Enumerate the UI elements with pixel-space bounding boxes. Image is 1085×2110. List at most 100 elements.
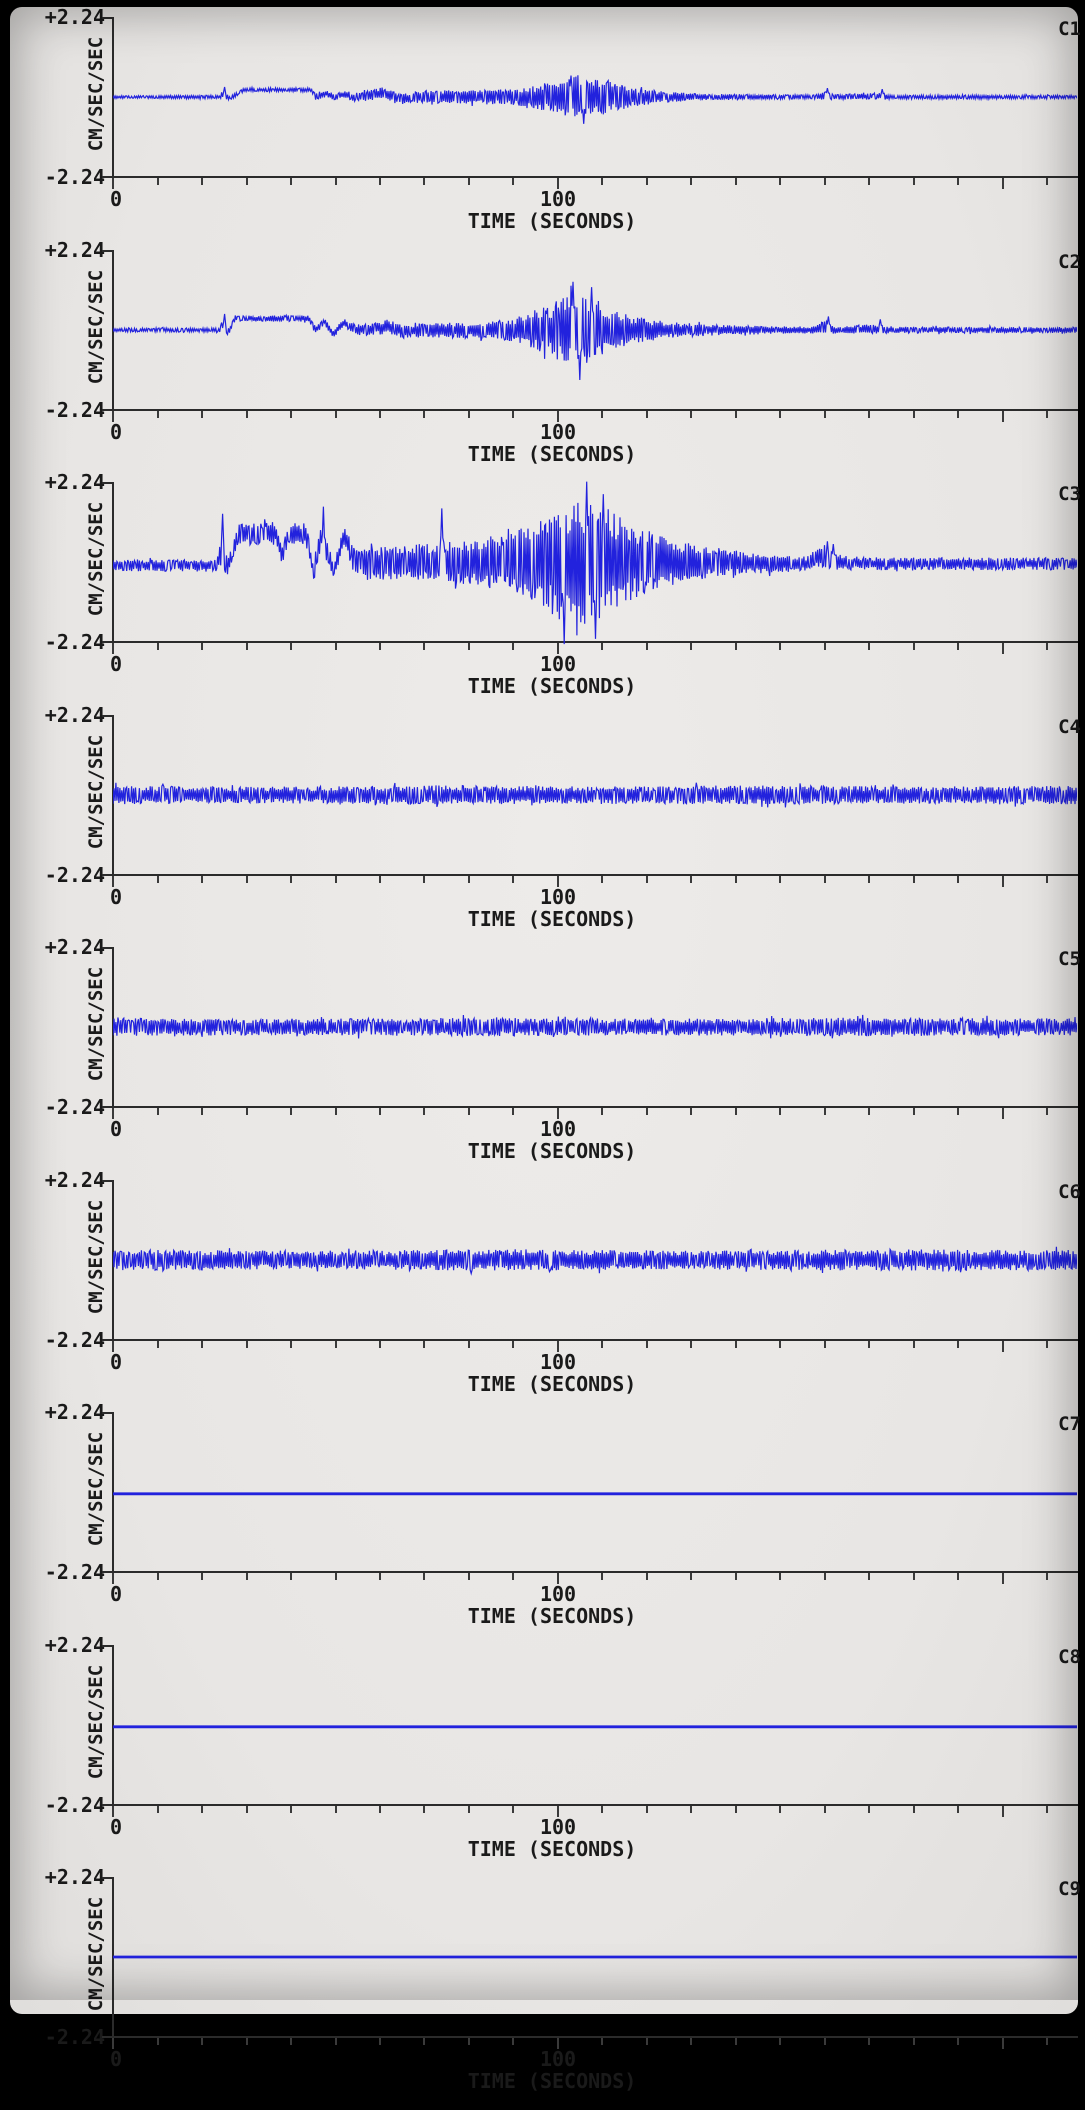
x-axis-tick [912, 1806, 915, 1813]
y-axis-bottom-tick [102, 2036, 112, 2038]
x-axis-tick [290, 1573, 292, 1580]
x-axis-tick [823, 643, 826, 650]
x-axis-tick [467, 411, 470, 418]
x-axis-tick [512, 876, 515, 883]
x-axis-tick [690, 1341, 693, 1348]
x-axis-tick [912, 411, 915, 418]
y-axis-bottom-tick [102, 1106, 112, 1108]
x-axis-tick [245, 876, 248, 883]
channel-label: C6 [1058, 1181, 1081, 1203]
x-axis-tick [734, 178, 737, 185]
x-axis-tick [1046, 1108, 1049, 1115]
x-axis-tick [112, 1341, 114, 1352]
x-axis-tick [556, 411, 559, 422]
x-axis-tick [556, 1108, 559, 1119]
x-axis-tick [423, 1573, 426, 1580]
x-axis-tick [556, 1573, 559, 1584]
y-axis-top-tick [102, 17, 112, 19]
x-axis-tick [957, 411, 960, 418]
x-axis-tick [201, 411, 203, 418]
x-axis-tick [334, 178, 337, 185]
x-axis-tick [779, 1108, 782, 1115]
y-max-label: +2.24 [44, 1168, 105, 1192]
x-axis-tick [823, 178, 826, 185]
x-axis-tick [156, 643, 159, 650]
x-axis-tick [868, 1108, 871, 1115]
x-axis-tick [912, 1573, 915, 1580]
x-axis-tick [779, 643, 782, 650]
x-axis-tick [423, 1806, 426, 1813]
y-axis-title: CM/SEC/SEC [85, 1664, 107, 1780]
channel-chart-c7: +2.24 -2.24 CM/SEC/SEC C7 0 100 TIME (SE… [0, 1402, 1085, 1645]
y-max-label: +2.24 [44, 470, 105, 494]
x-tick-label-0: 0 [109, 885, 123, 909]
x-axis-tick [645, 411, 648, 418]
x-axis-tick [245, 178, 248, 185]
x-axis-tick [645, 1108, 648, 1115]
x-axis-tick [690, 876, 693, 883]
x-axis-tick [112, 1108, 114, 1119]
x-axis-tick [156, 1108, 159, 1115]
y-axis-title: CM/SEC/SEC [85, 734, 107, 850]
channel-chart-c4: +2.24 -2.24 CM/SEC/SEC C4 0 100 TIME (SE… [0, 705, 1085, 948]
x-tick-label-100: 100 [539, 420, 577, 444]
x-tick-label-0: 0 [109, 1815, 123, 1839]
x-axis-tick [779, 1806, 782, 1813]
x-axis-tick [467, 643, 470, 650]
channel-label: C7 [1058, 1413, 1081, 1435]
x-axis-tick [823, 1108, 826, 1115]
x-axis-tick [734, 876, 737, 883]
x-axis-tick [467, 1806, 470, 1813]
x-axis-tick [957, 1573, 960, 1580]
x-axis-tick [378, 411, 381, 418]
x-axis-tick [1001, 411, 1004, 422]
x-axis-tick [156, 178, 159, 185]
x-axis-tick [512, 1341, 515, 1348]
x-axis-tick [823, 1341, 826, 1348]
x-axis-tick [957, 1341, 960, 1348]
x-axis-tick [245, 1573, 248, 1580]
x-axis-tick [245, 643, 248, 650]
x-tick-label-0: 0 [109, 1117, 123, 1141]
waveform-trace-c4 [113, 782, 1077, 808]
x-axis-tick [512, 178, 515, 185]
x-axis-tick [112, 643, 114, 654]
x-axis-tick [734, 1806, 737, 1813]
y-max-label: +2.24 [44, 5, 105, 29]
x-axis-tick [912, 643, 915, 650]
x-axis-tick [156, 1341, 159, 1348]
x-axis-tick [245, 1806, 248, 1813]
x-axis-tick [156, 1806, 159, 1813]
x-axis-tick [601, 1341, 604, 1348]
x-axis-tick [423, 643, 426, 650]
x-axis-tick [112, 876, 114, 887]
x-axis-tick [378, 1341, 381, 1348]
x-axis-tick [823, 1806, 826, 1813]
x-axis-tick [1001, 1108, 1004, 1119]
x-axis-tick [112, 1573, 114, 1584]
x-axis-tick [290, 1806, 292, 1813]
x-axis-title: TIME (SECONDS) [467, 442, 637, 466]
x-axis-tick [690, 1108, 693, 1115]
y-axis-top-tick [102, 1412, 112, 1414]
x-axis-tick [201, 643, 203, 650]
y-min-label: -2.24 [44, 1793, 105, 1817]
x-axis-tick [868, 178, 871, 185]
channel-label: C1 [1058, 18, 1081, 40]
x-tick-label-0: 0 [109, 187, 123, 211]
x-axis-tick [378, 1573, 381, 1580]
x-axis-tick [1001, 1806, 1004, 1817]
x-axis-tick [734, 1573, 737, 1580]
waveform-trace-c7 [113, 1492, 1077, 1496]
x-axis-tick [334, 1108, 337, 1115]
x-tick-label-100: 100 [539, 187, 577, 211]
x-axis-tick [290, 643, 292, 650]
waveform-trace-c2 [113, 281, 1077, 381]
x-axis-line [112, 641, 1078, 643]
x-axis-tick [290, 411, 292, 418]
waveform-trace-c1 [113, 75, 1077, 124]
y-max-label: +2.24 [44, 1865, 105, 1889]
y-axis-top-tick [102, 715, 112, 717]
x-axis-tick [334, 643, 337, 650]
x-axis-tick [645, 178, 648, 185]
